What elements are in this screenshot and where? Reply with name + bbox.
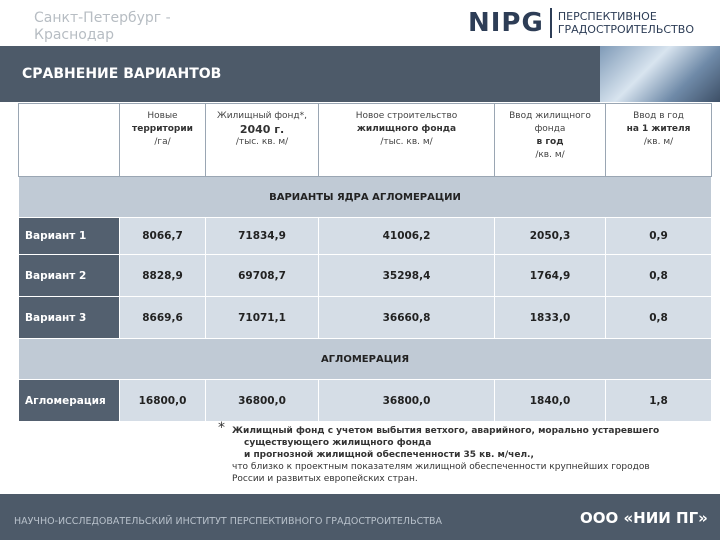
section-row: ВАРИАНТЫ ЯДРА АГЛОМЕРАЦИИ — [18, 176, 712, 218]
header-line: /тыс. кв. м/ — [235, 137, 289, 147]
data-cell: 41006,2 — [318, 217, 495, 255]
header-line: 2040 г. — [239, 123, 285, 136]
data-cell: 69708,7 — [205, 254, 319, 297]
data-cell: 1833,0 — [494, 296, 606, 339]
row-label: Агломерация — [18, 379, 120, 422]
header-line: /га/ — [154, 137, 171, 147]
data-cell: 1,8 — [605, 379, 712, 422]
footnote-line: России и развитых европейских стран. — [232, 474, 418, 484]
data-cell: 16800,0 — [119, 379, 206, 422]
data-row: Вариант 3 8669,6 71071,1 36660,8 1833,0 0,8 — [18, 296, 712, 339]
section-row: АГЛОМЕРАЦИЯ — [18, 338, 712, 380]
data-cell: 1764,9 — [494, 254, 606, 297]
header-row: Новые территории/га/Жилищный фонд*, 2040 г… — [18, 103, 712, 177]
header-cell: Ввод жилищного фонда в год/кв. м/ — [494, 103, 606, 177]
header-cell: Жилищный фонд*, 2040 г./тыс. кв. м/ — [205, 103, 319, 177]
data-cell: 0,8 — [605, 296, 712, 339]
slide-title: СРАВНЕНИЕ ВАРИАНТОВ — [22, 66, 222, 82]
header-line: в год — [536, 137, 564, 147]
data-cell: 35298,4 — [318, 254, 495, 297]
logo-text: ПЕРСПЕКТИВНОЕ ГРАДОСТРОИТЕЛЬСТВО — [552, 10, 694, 36]
data-cell: 1840,0 — [494, 379, 606, 422]
header-line: на 1 жителя — [626, 124, 691, 134]
data-cell: 71071,1 — [205, 296, 319, 339]
row-label: Вариант 3 — [18, 296, 120, 339]
row-label: Вариант 1 — [18, 217, 120, 255]
data-row: Вариант 1 8066,7 71834,9 41006,2 2050,3 0,9 — [18, 217, 712, 255]
header-line: /тыс. кв. м/ — [380, 137, 433, 147]
data-row: Вариант 2 8828,9 69708,7 35298,4 1764,9 0,8 — [18, 254, 712, 297]
header-line: фонда — [534, 124, 566, 134]
comparison-table: Новые территории/га/Жилищный фонд*, 2040 г… — [18, 103, 712, 422]
city-image — [600, 46, 720, 102]
header-cell — [18, 103, 120, 177]
footnote-line: существующего жилищного фонда — [244, 438, 432, 448]
footnote-mark: * — [218, 420, 225, 436]
company-name: ООО «НИИ ПГ» — [580, 509, 708, 527]
logo: NIPG ПЕРСПЕКТИВНОЕ ГРАДОСТРОИТЕЛЬСТВО — [468, 8, 694, 38]
footnote-line: Жилищный фонд с учетом выбытия ветхого, … — [232, 426, 660, 436]
data-row: Агломерация 16800,0 36800,0 36800,0 1840,0 1,… — [18, 379, 712, 422]
logo-line: ПЕРСПЕКТИВНОЕ — [557, 10, 657, 23]
header-line: /кв. м/ — [643, 137, 674, 147]
data-cell: 8828,9 — [119, 254, 206, 297]
footnote-line: и прогнозной жилищной обеспеченности 35 … — [244, 450, 534, 460]
section-title: ВАРИАНТЫ ЯДРА АГЛОМЕРАЦИИ — [18, 176, 712, 218]
header-cell: Новые территории/га/ — [119, 103, 206, 177]
header-line: Новые — [147, 111, 178, 121]
footnote: * Жилищный фонд с учетом выбытия ветхого… — [218, 420, 660, 485]
footer-band — [0, 494, 720, 540]
header-line: /кв. м/ — [535, 150, 565, 160]
data-cell: 36660,8 — [318, 296, 495, 339]
header-cell: Ввод в год на 1 жителя/кв. м/ — [605, 103, 712, 177]
data-cell: 71834,9 — [205, 217, 319, 255]
logo-mark: NIPG — [468, 8, 552, 38]
data-cell: 0,8 — [605, 254, 712, 297]
header-line: Новое строительство — [355, 111, 458, 121]
header-line: Ввод жилищного — [509, 111, 591, 121]
header-line: жилищного фонда — [356, 124, 457, 134]
data-cell: 8669,6 — [119, 296, 206, 339]
data-cell: 2050,3 — [494, 217, 606, 255]
data-cell: 8066,7 — [119, 217, 206, 255]
header-cell: Новое строительство жилищного фонда/тыс. … — [318, 103, 495, 177]
data-cell: 36800,0 — [205, 379, 319, 422]
location: Санкт-Петербург - Краснодар — [34, 10, 171, 43]
header-line: территории — [132, 124, 193, 134]
section-title: АГЛОМЕРАЦИЯ — [18, 338, 712, 380]
logo-line: ГРАДОСТРОИТЕЛЬСТВО — [557, 23, 694, 36]
footnote-line: что близко к проектным показателям жилищ… — [232, 462, 650, 472]
header-line: Жилищный фонд*, — [217, 111, 307, 121]
institute-name: НАУЧНО-ИССЛЕДОВАТЕЛЬСКИЙ ИНСТИТУТ ПЕРСПЕ… — [14, 516, 443, 527]
header-line: Ввод в год — [633, 111, 684, 121]
data-cell: 36800,0 — [318, 379, 495, 422]
row-label: Вариант 2 — [18, 254, 120, 297]
data-cell: 0,9 — [605, 217, 712, 255]
